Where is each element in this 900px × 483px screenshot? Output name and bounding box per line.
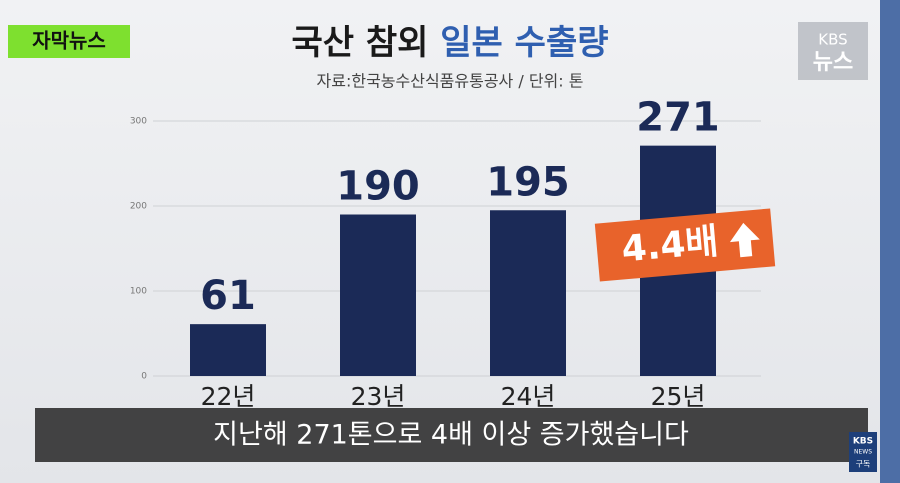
value-label: 61 bbox=[200, 273, 256, 319]
chart-title: 국산 참외 일본 수출량 bbox=[291, 23, 608, 63]
badge: 자막뉴스 bbox=[32, 29, 106, 53]
bar bbox=[340, 214, 416, 376]
logo-bottom: 뉴스 bbox=[813, 50, 853, 75]
title-part: 일본 수출량 bbox=[440, 23, 608, 63]
up-arrow bbox=[729, 222, 760, 258]
corner-logo-top: KBS bbox=[853, 437, 873, 447]
y-tick-label: 0 bbox=[141, 372, 147, 382]
value-label: 190 bbox=[336, 164, 420, 210]
corner-logo-bottom: 구독 bbox=[856, 460, 871, 469]
logo-box bbox=[798, 22, 868, 80]
y-tick-label: 100 bbox=[130, 287, 147, 297]
annotation: 4.4배 bbox=[620, 221, 720, 270]
caption: 지난해 271톤으로 4배 이상 증가했습니다 bbox=[213, 420, 689, 451]
value-label: 271 bbox=[636, 95, 720, 141]
x-tick-label: 23년 bbox=[351, 382, 406, 411]
x-tick-label: 22년 bbox=[201, 382, 256, 411]
chart-subtitle: 자료:한국농수산식품유통공사 / 단위: 톤 bbox=[317, 72, 584, 91]
x-tick-label: 24년 bbox=[501, 382, 556, 411]
y-tick-label: 200 bbox=[130, 202, 147, 212]
logo-top: KBS bbox=[818, 31, 847, 49]
side-stripe bbox=[880, 0, 900, 483]
y-tick-label: 300 bbox=[130, 117, 147, 127]
plot: 0 100 200 300 61 22년 190 23년 195 24년 271 25년 bbox=[130, 95, 761, 411]
badge-box bbox=[8, 25, 130, 58]
annotation-box bbox=[594, 208, 776, 282]
corner-logo-middle: NEWS bbox=[854, 449, 872, 456]
value-label: 195 bbox=[486, 159, 570, 205]
x-tick-label: 25년 bbox=[651, 382, 706, 411]
annotation-group: 4.4배 bbox=[594, 208, 776, 282]
corner-logo-box bbox=[849, 432, 877, 472]
bar bbox=[490, 210, 566, 376]
caption-box bbox=[35, 408, 868, 462]
bar bbox=[190, 324, 266, 376]
title-part: 국산 참외 bbox=[291, 23, 428, 63]
